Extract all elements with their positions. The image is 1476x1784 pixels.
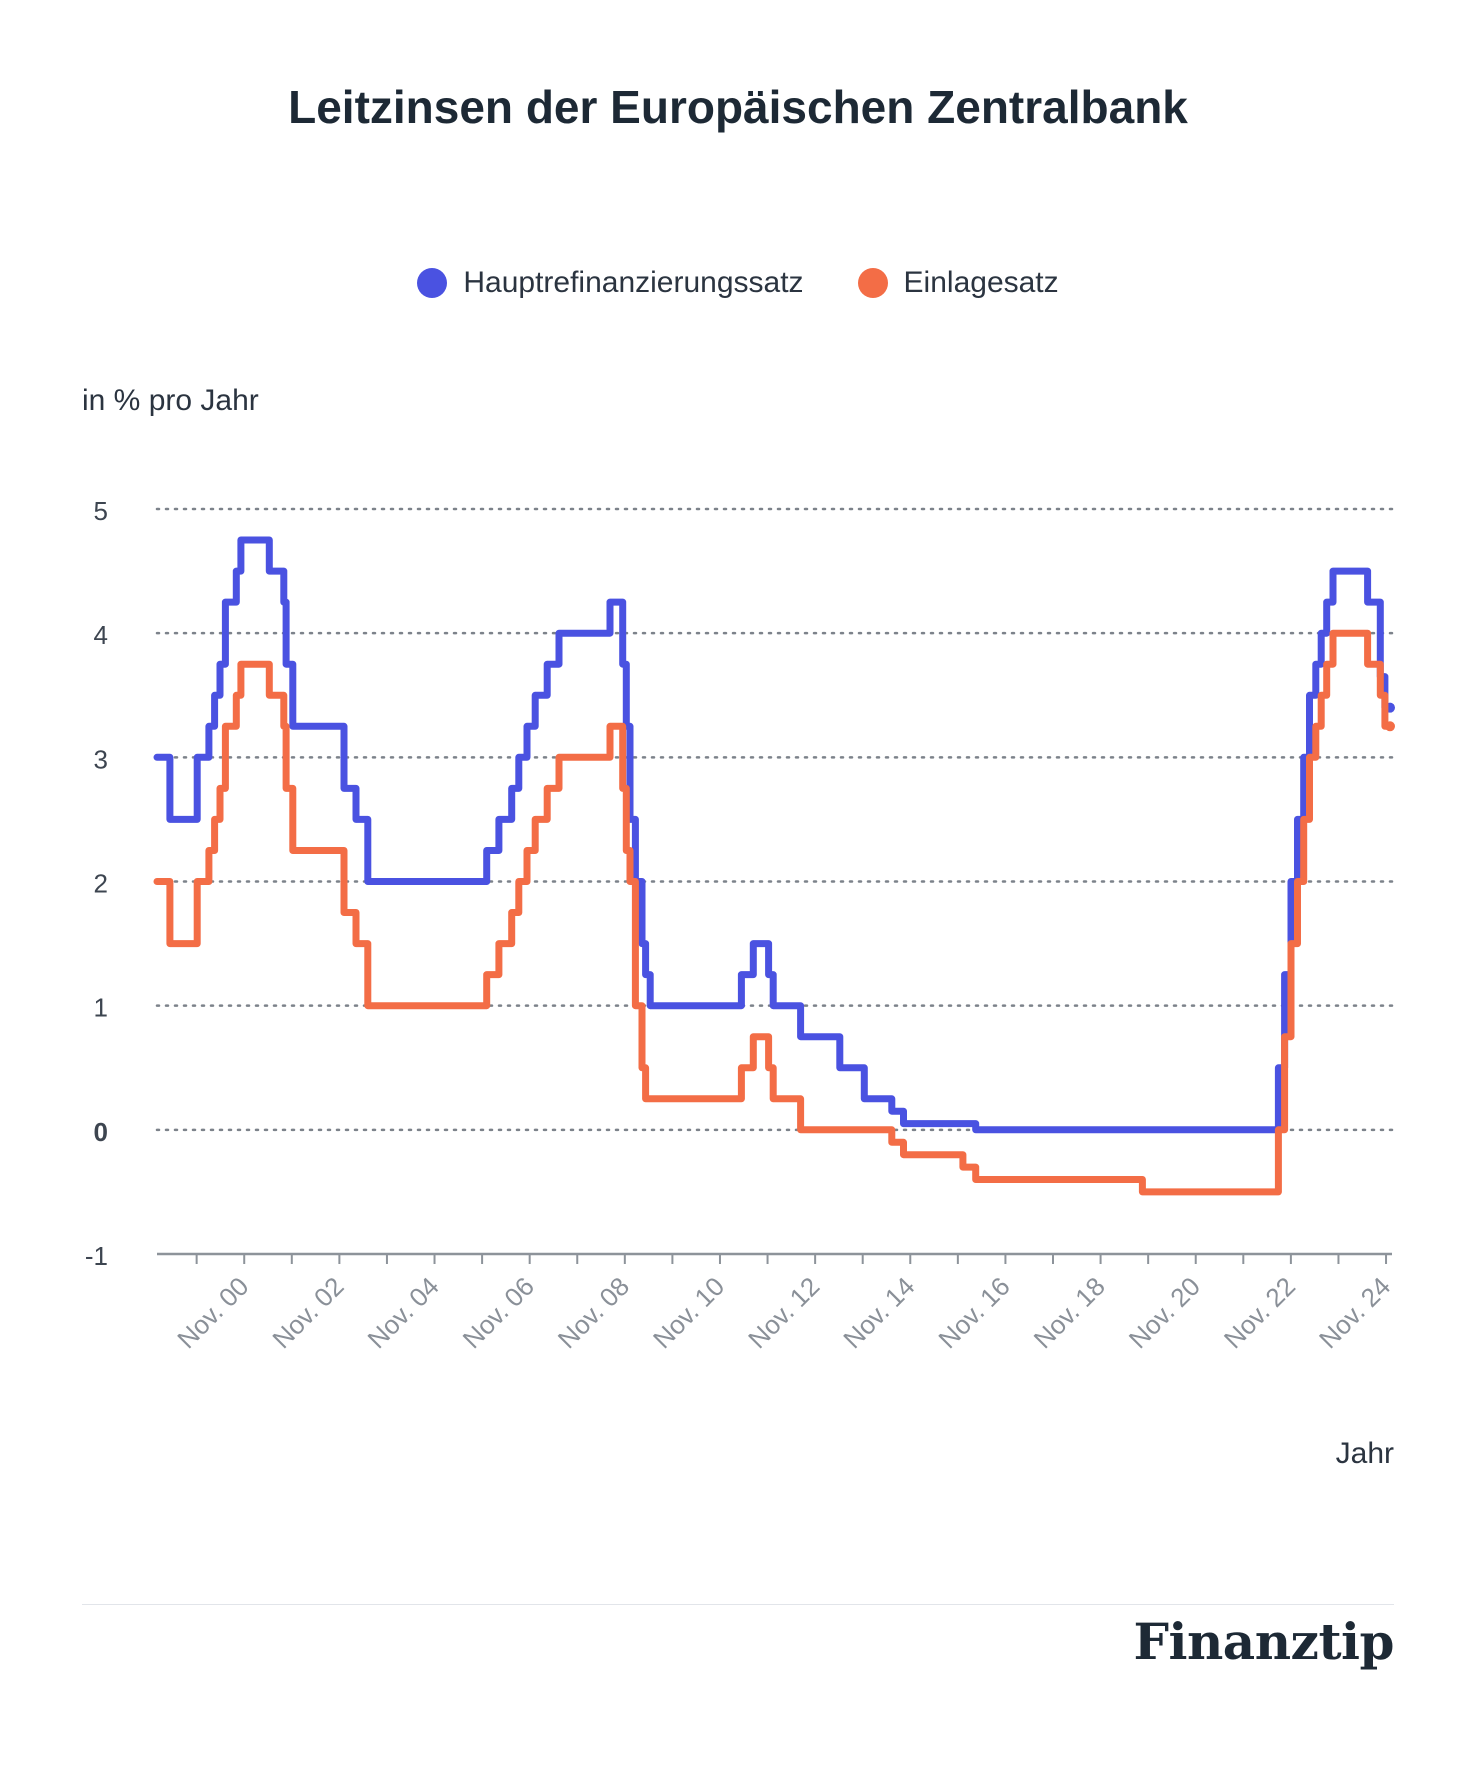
- legend-dot-orange: [857, 268, 888, 298]
- y-tick-label: 3: [94, 744, 108, 774]
- footer-divider: [82, 1604, 1394, 1605]
- x-tick-label: Nov. 04: [362, 1271, 445, 1354]
- chart-title: Leitzinsen der Europäischen Zentralbank: [288, 81, 1188, 133]
- y-tick-label: 1: [94, 993, 108, 1023]
- series-line-hauptrefinanzierungssatz: [153, 536, 1394, 1134]
- x-tick-label: Nov. 06: [457, 1271, 540, 1354]
- x-tick-label: Nov. 14: [837, 1271, 920, 1354]
- y-tick-label: 4: [94, 620, 108, 650]
- legend-label-hauptrefinanzierungssatz: Hauptrefinanzierungssatz: [463, 266, 804, 299]
- y-tick-label: 2: [94, 869, 108, 899]
- x-tick-label: Nov. 24: [1313, 1271, 1396, 1354]
- series-line-einlagesatz: [153, 629, 1394, 1196]
- legend-label-einlagesatz: Einlagesatz: [903, 266, 1059, 299]
- x-axis-label: Jahr: [1335, 1437, 1394, 1470]
- y-tick-label: 0: [94, 1117, 108, 1147]
- x-tick-label: Nov. 20: [1123, 1271, 1206, 1354]
- x-tick-label: Nov. 18: [1028, 1271, 1111, 1354]
- legend: Hauptrefinanzierungssatz Einlagesatz: [0, 266, 1476, 300]
- y-axis-label: in % pro Jahr: [82, 384, 259, 417]
- series-end-point: [1385, 721, 1395, 732]
- x-tick-label: Nov. 10: [647, 1271, 730, 1354]
- x-tick-label: Nov. 22: [1218, 1271, 1301, 1354]
- x-tick-label: Nov. 00: [171, 1271, 254, 1354]
- legend-item-hauptrefinanzierungssatz[interactable]: Hauptrefinanzierungssatz: [417, 266, 804, 300]
- x-tick-label: Nov. 02: [266, 1271, 349, 1354]
- legend-dot-blue: [417, 268, 448, 298]
- y-tick-label: 5: [94, 496, 108, 526]
- x-tick-label: Nov. 16: [932, 1271, 1015, 1354]
- x-tick-label: Nov. 08: [552, 1271, 635, 1354]
- finanztip-logo: Finanztip: [1133, 1612, 1394, 1671]
- x-tick-label: Nov. 12: [742, 1271, 825, 1354]
- legend-item-einlagesatz[interactable]: Einlagesatz: [857, 266, 1059, 300]
- y-tick-label: -1: [85, 1241, 108, 1271]
